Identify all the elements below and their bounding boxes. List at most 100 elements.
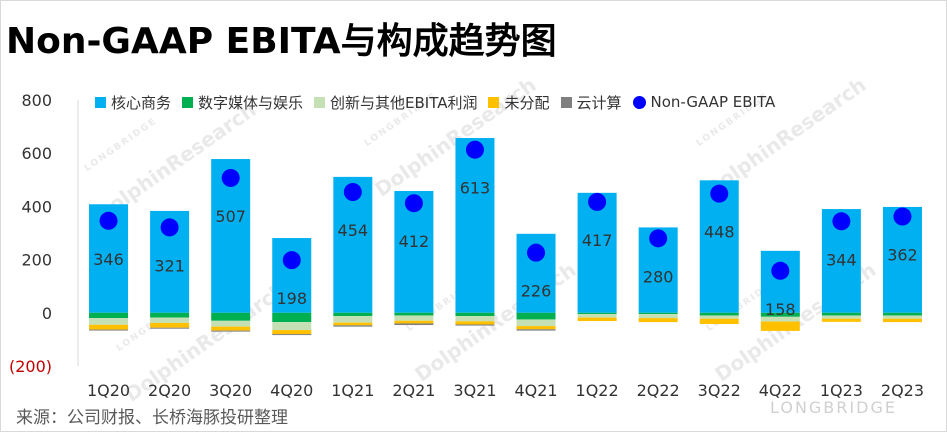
bar-digital <box>821 312 861 316</box>
ebita-point <box>771 261 790 280</box>
bar-innovation <box>760 316 800 322</box>
ebita-point <box>588 192 607 211</box>
legend-label-ebita: Non-GAAP EBITA <box>650 93 776 111</box>
ebita-data-label: 362 <box>887 246 918 265</box>
x-tick-label: 2Q21 <box>392 381 435 400</box>
y-tick-label: 400 <box>21 197 52 216</box>
bar-digital <box>211 312 251 321</box>
legend-swatch-core <box>95 96 106 108</box>
x-tick-label: 2Q22 <box>637 381 680 400</box>
bar-core <box>577 192 617 313</box>
bar-unallocated <box>577 317 617 322</box>
x-tick-label: 1Q20 <box>87 381 130 400</box>
x-tick-label: 4Q20 <box>270 381 313 400</box>
ebita-data-label: 280 <box>643 267 674 286</box>
ebita-data-label: 226 <box>521 282 552 301</box>
bar-unallocated <box>394 320 434 324</box>
bar-unallocated <box>638 318 678 323</box>
ebita-data-label: 158 <box>765 300 796 319</box>
bar-unallocated <box>89 324 129 330</box>
bar-digital <box>394 312 434 316</box>
bar-cloud <box>333 325 373 327</box>
legend-swatch-innovation <box>314 96 326 108</box>
bar-innovation <box>211 320 251 327</box>
x-tick-label: 4Q21 <box>514 381 557 400</box>
ebita-point <box>343 183 362 202</box>
ebita-point <box>465 140 484 159</box>
bar-innovation <box>516 319 556 327</box>
x-tick-label: 2Q23 <box>881 381 924 400</box>
bar-unallocated <box>211 326 251 331</box>
bar-digital <box>455 312 495 316</box>
ebita-point <box>710 184 729 203</box>
bar-digital <box>516 312 556 320</box>
bar-digital <box>882 312 922 316</box>
bar-innovation <box>821 315 861 319</box>
ebita-data-label: 346 <box>93 250 124 269</box>
x-tick-label: 1Q23 <box>820 381 863 400</box>
ebita-point <box>404 194 423 213</box>
bar-cloud <box>516 329 556 331</box>
bar-innovation <box>699 315 739 319</box>
y-tick-label: 200 <box>21 251 52 270</box>
bar-digital <box>333 312 373 316</box>
ebita-point <box>649 229 668 248</box>
x-tick-label: 2Q20 <box>148 381 191 400</box>
x-tick-label: 3Q22 <box>698 381 741 400</box>
bar-innovation <box>333 315 373 323</box>
bar-unallocated <box>333 322 373 326</box>
legend-label-unallocated: 未分配 <box>504 93 550 112</box>
bar-digital <box>577 312 617 315</box>
bar-unallocated <box>699 318 739 324</box>
ebita-point <box>893 207 912 226</box>
legend-label-innovation: 创新与其他EBITA利润 <box>330 93 478 112</box>
legend-item-ebita: Non-GAAP EBITA <box>632 93 776 111</box>
chart-title: Non-GAAP EBITA与构成趋势图 <box>6 21 557 62</box>
chart-legend: 核心商务 数字媒体与娱乐 创新与其他EBITA利润 未分配 云计算 Non-GA… <box>95 91 786 113</box>
y-tick-label: (200) <box>9 357 52 376</box>
bar-innovation <box>394 315 434 321</box>
ebita-data-label: 613 <box>460 179 491 198</box>
legend-item-digital: 数字媒体与娱乐 <box>182 92 303 113</box>
ebita-data-label: 412 <box>399 232 430 251</box>
ebita-point <box>221 168 240 187</box>
bar-innovation <box>638 314 678 319</box>
bar-digital <box>150 312 190 318</box>
ebita-data-label: 198 <box>276 289 307 308</box>
ebita-point <box>99 211 118 230</box>
ebita-point <box>160 218 179 237</box>
bar-unallocated <box>760 321 800 331</box>
legend-item-cloud: 云计算 <box>560 92 622 113</box>
legend-label-core: 核心商务 <box>111 93 172 112</box>
bar-unallocated <box>821 318 861 322</box>
ebita-data-label: 417 <box>582 231 613 250</box>
legend-item-core: 核心商务 <box>95 92 171 113</box>
x-tick-label: 3Q21 <box>453 381 496 400</box>
bar-innovation <box>150 317 190 323</box>
bar-innovation <box>455 315 495 322</box>
legend-label-cloud: 云计算 <box>576 93 622 112</box>
bar-digital <box>760 312 800 317</box>
bar-core <box>760 250 800 313</box>
bar-digital <box>272 312 312 323</box>
legend-label-digital: 数字媒体与娱乐 <box>198 93 304 112</box>
legend-marker-ebita <box>632 95 646 109</box>
bar-unallocated <box>455 321 495 325</box>
bar-core <box>272 238 312 313</box>
ebita-point <box>832 212 851 231</box>
bar-digital <box>699 312 739 316</box>
bar-innovation <box>577 314 617 318</box>
bar-innovation <box>89 318 129 325</box>
bar-unallocated <box>516 326 556 330</box>
ebita-data-label: 448 <box>704 223 735 242</box>
bar-unallocated <box>150 322 190 328</box>
bar-innovation <box>272 322 312 331</box>
y-tick-label: 800 <box>21 91 52 110</box>
x-tick-label: 4Q22 <box>759 381 802 400</box>
x-tick-label: 3Q20 <box>209 381 252 400</box>
legend-item-innovation: 创新与其他EBITA利润 <box>314 92 477 113</box>
source-note: 来源：公司财报、长桥海豚投研整理 <box>16 408 288 428</box>
bar-cloud <box>455 324 495 326</box>
legend-swatch-cloud <box>560 96 572 108</box>
